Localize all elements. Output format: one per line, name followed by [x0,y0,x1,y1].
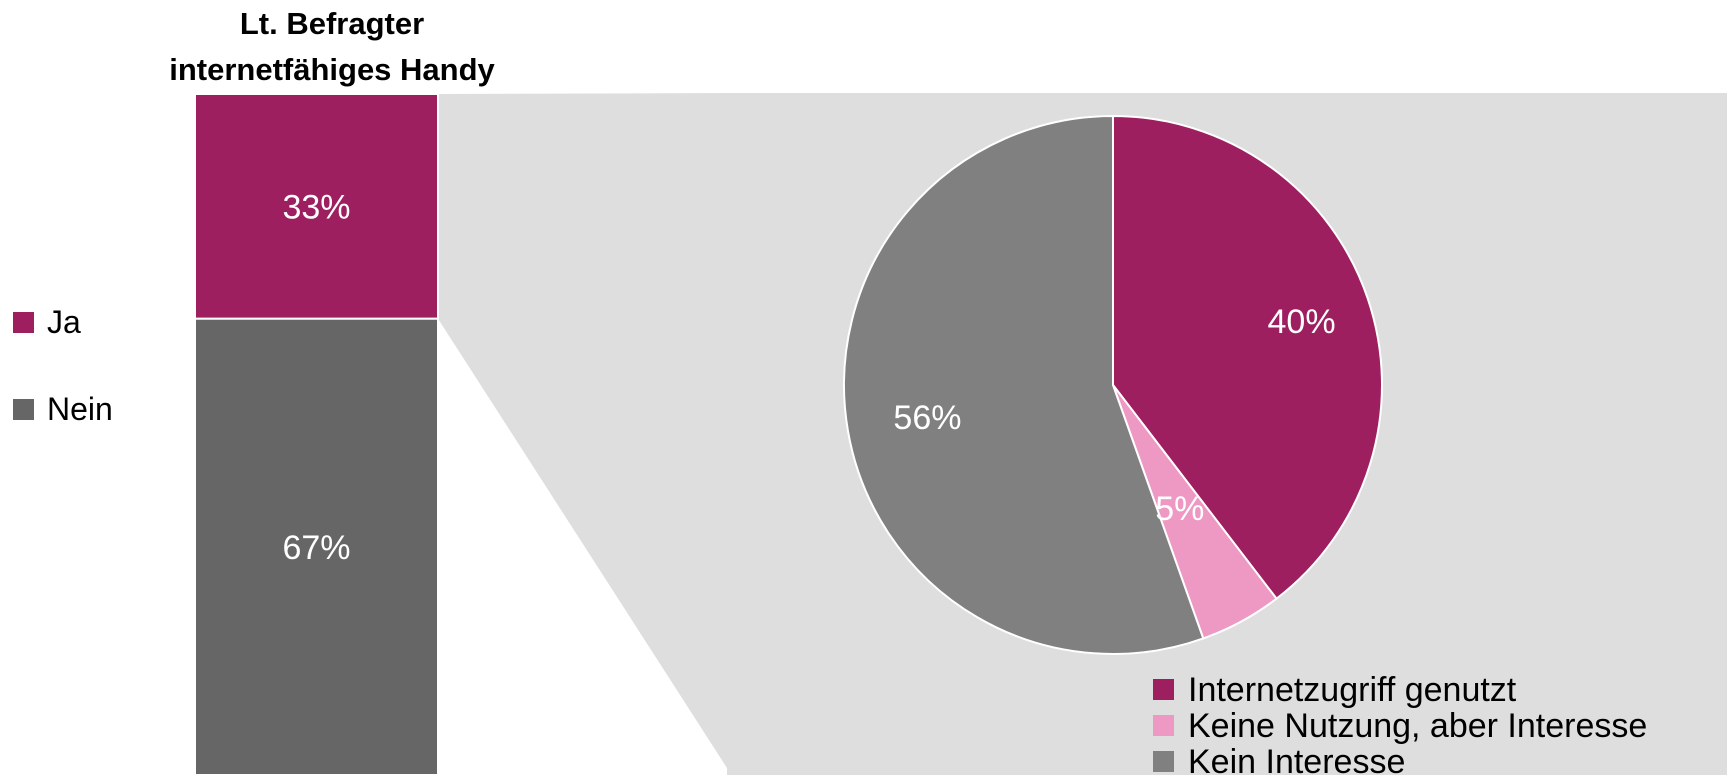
pie-slice-internetzugriff-genutzt [1112,114,1383,601]
legend-swatch-keine-nutzung-aber-interesse [1153,715,1174,736]
legend-label-keine-nutzung-aber-interesse: Keine Nutzung, aber Interesse [1188,707,1647,745]
legend-swatch-internetzugriff-genutzt [1153,679,1174,700]
pie-label-keine-nutzung-aber-interesse: 5% [1155,490,1204,528]
bar-segment-ja [194,93,439,320]
pie-label-kein-interesse: 56% [893,399,961,437]
bar-title-line-1: Lt. Befragter [240,6,424,41]
legend-swatch-nein [13,399,34,420]
legend-swatch-kein-interesse [1153,751,1174,772]
legend-label-internetzugriff-genutzt: Internetzugriff genutzt [1188,671,1517,709]
pie-label-internetzugriff-genutzt: 40% [1268,303,1336,341]
legend-label-nein: Nein [47,391,113,427]
bar-label-nein: 67% [282,529,350,567]
legend-swatch-ja [13,312,34,333]
legend-label-ja: Ja [47,304,81,340]
legend-label-kein-interesse: Kein Interesse [1188,743,1405,775]
pie-slice-kein-interesse [842,114,1205,655]
bar-title-line-2: internetfähiges Handy [169,52,495,87]
bar-label-ja: 33% [282,188,350,226]
bar-segment-nein [194,317,439,775]
pie-chart: 40% 5% 56% [842,114,1383,655]
